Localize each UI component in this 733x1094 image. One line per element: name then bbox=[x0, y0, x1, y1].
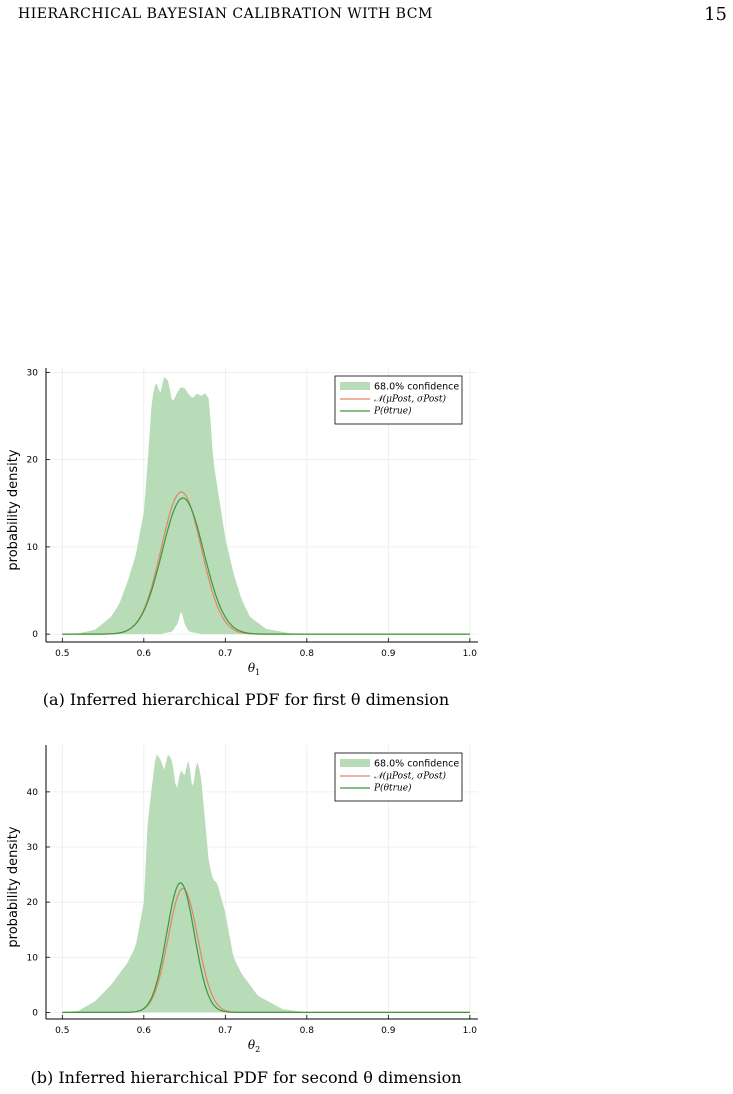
page-number: 15 bbox=[704, 4, 727, 25]
legend-label-band: 68.0% confidence bbox=[374, 759, 459, 770]
x-tick-label: 0.9 bbox=[381, 1026, 396, 1036]
y-tick-label: 30 bbox=[27, 368, 39, 378]
y-tick-label: 0 bbox=[32, 630, 38, 640]
y-tick-label: 20 bbox=[27, 898, 39, 908]
x-tick-label: 0.6 bbox=[137, 1026, 152, 1036]
chart-a: 0.5 0.6 0.7 0.8 0.9 1.0 0 10 20 30 probability den… bbox=[6, 368, 478, 677]
legend-swatch-band bbox=[340, 382, 370, 390]
y-axis-label: probability density bbox=[6, 449, 21, 570]
x-tick-label: 0.7 bbox=[218, 1026, 232, 1036]
figure-a: 0.5 0.6 0.7 0.8 0.9 1.0 0 10 20 30 probability den… bbox=[0, 360, 733, 690]
legend-swatch-band bbox=[340, 759, 370, 767]
y-tick-label: 10 bbox=[27, 543, 39, 553]
x-tick-label: 0.5 bbox=[55, 1026, 69, 1036]
x-tick-label: 1.0 bbox=[463, 649, 478, 659]
x-tick-label: 0.5 bbox=[55, 649, 69, 659]
figure-b-caption: (b) Inferred hierarchical PDF for second… bbox=[30, 1068, 462, 1087]
legend-label-normal: 𝒩(μPost, σPost) bbox=[374, 394, 447, 405]
y-tick-label: 0 bbox=[32, 1008, 38, 1018]
x-axis-label: θ1 bbox=[248, 661, 260, 677]
y-tick-label: 10 bbox=[27, 953, 39, 963]
legend-label-normal: 𝒩(μPost, σPost) bbox=[374, 771, 447, 782]
figure-b: 0.5 0.6 0.7 0.8 0.9 1.0 0 10 20 30 40 probability d… bbox=[0, 737, 733, 1067]
series-line-true bbox=[62, 882, 470, 1013]
y-tick-label: 30 bbox=[27, 843, 39, 853]
x-tick-label: 0.6 bbox=[137, 649, 152, 659]
x-tick-label: 0.9 bbox=[381, 649, 396, 659]
legend-label-band: 68.0% confidence bbox=[374, 382, 459, 393]
running-head: HIERARCHICAL BAYESIAN CALIBRATION WITH B… bbox=[18, 6, 433, 22]
chart-b: 0.5 0.6 0.7 0.8 0.9 1.0 0 10 20 30 40 probability d… bbox=[6, 745, 478, 1054]
y-tick-label: 40 bbox=[27, 788, 39, 798]
legend-label-true: P(θtrue) bbox=[373, 406, 412, 417]
figure-a-caption: (a) Inferred hierarchical PDF for first … bbox=[42, 690, 450, 709]
x-tick-label: 1.0 bbox=[463, 1026, 478, 1036]
legend-label-true: P(θtrue) bbox=[373, 783, 412, 794]
series-line-true bbox=[62, 497, 470, 635]
x-tick-label: 0.8 bbox=[300, 1026, 315, 1036]
x-axis-label: θ2 bbox=[248, 1038, 260, 1054]
x-tick-label: 0.7 bbox=[218, 649, 232, 659]
y-axis-label: probability density bbox=[6, 826, 21, 947]
x-axis-label-subscript: 1 bbox=[255, 668, 260, 677]
confidence-band bbox=[62, 376, 470, 635]
x-axis-label-subscript: 2 bbox=[255, 1045, 260, 1054]
y-tick-label: 20 bbox=[27, 456, 39, 466]
x-tick-label: 0.8 bbox=[300, 649, 315, 659]
